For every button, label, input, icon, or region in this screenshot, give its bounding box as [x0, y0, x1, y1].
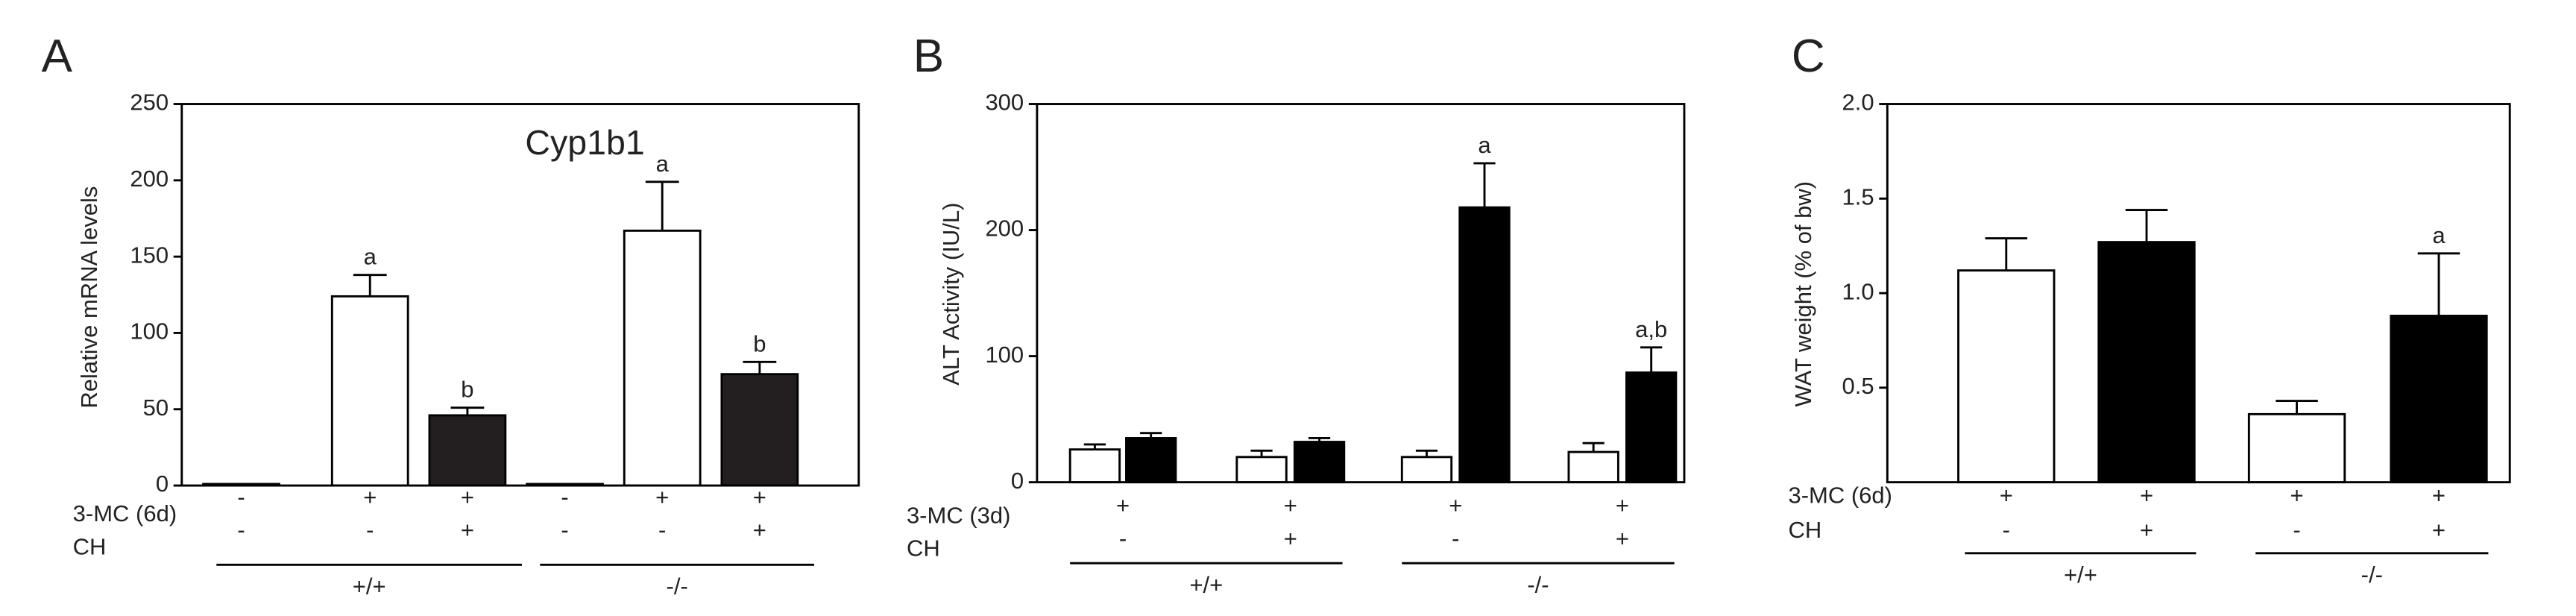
treatment-sign: + — [1284, 525, 1297, 551]
y-tick-label: 100 — [985, 342, 1024, 368]
treatment-sign: + — [461, 484, 474, 510]
treatment-sign: - — [2293, 517, 2300, 543]
significance-label: a — [2432, 222, 2446, 248]
significance-label: a — [1478, 132, 1491, 158]
treatment-sign: - — [366, 517, 374, 543]
treatment-sign: + — [1616, 492, 1629, 518]
treatment-sign: - — [237, 517, 245, 543]
treatment-sign: - — [561, 484, 568, 510]
treatment-sign: - — [1452, 525, 1459, 551]
y-tick-label: 0 — [156, 471, 169, 497]
row-label: CH — [73, 533, 107, 559]
bar — [428, 414, 507, 487]
treatment-sign: + — [1284, 492, 1297, 518]
bar — [720, 373, 799, 487]
treatment-sign: + — [1449, 492, 1462, 518]
bar — [1125, 437, 1177, 484]
bar — [2390, 315, 2488, 484]
treatment-sign: + — [753, 517, 766, 543]
bar — [1293, 441, 1346, 484]
y-tick-label: 200 — [985, 216, 1024, 242]
bar — [2247, 412, 2346, 484]
significance-label: b — [753, 330, 766, 356]
bar — [1458, 206, 1511, 484]
row-label: CH — [907, 535, 940, 562]
treatment-sign: + — [2140, 483, 2153, 509]
y-tick-label: 2.0 — [1842, 89, 1874, 116]
plot-frame — [180, 103, 860, 487]
treatment-sign: + — [1616, 525, 1629, 551]
y-tick-label: 300 — [985, 89, 1024, 116]
treatment-sign: + — [655, 484, 669, 510]
treatment-sign: + — [1116, 492, 1130, 518]
treatment-sign: + — [2432, 483, 2446, 509]
y-tick-label: 1.5 — [1842, 183, 1874, 210]
bar — [623, 229, 702, 487]
row-label: CH — [1788, 517, 1821, 543]
bar — [1625, 371, 1678, 484]
y-axis-label: WAT weight (% of bw) — [1790, 181, 1816, 407]
y-tick-label: 50 — [143, 395, 169, 421]
y-tick-label: 100 — [130, 318, 169, 345]
treatment-sign: + — [2432, 517, 2446, 543]
y-tick-label: 250 — [130, 89, 169, 116]
group-label: +/+ — [353, 573, 386, 600]
y-axis-label: Relative mRNA levels — [76, 186, 102, 409]
y-axis-label: ALT Activity (IU/L) — [938, 203, 964, 386]
treatment-sign: - — [1119, 525, 1127, 551]
significance-label: b — [461, 377, 473, 403]
panel-letter: C — [1792, 31, 1825, 82]
group-label: -/- — [2361, 562, 2383, 588]
bar — [2097, 241, 2196, 484]
plot-frame — [1886, 103, 2511, 484]
bar — [330, 295, 409, 487]
treatment-sign: + — [753, 484, 766, 510]
group-label: -/- — [1527, 571, 1549, 597]
bar — [1400, 456, 1453, 484]
treatment-sign: + — [2000, 483, 2013, 509]
bar — [1957, 269, 2056, 484]
treatment-sign: + — [363, 484, 377, 510]
y-tick-label: 1.0 — [1842, 278, 1874, 304]
row-label: 3-MC (6d) — [1788, 483, 1892, 509]
bar — [1068, 448, 1121, 484]
treatment-sign: - — [237, 484, 245, 510]
plot-frame — [1036, 103, 1686, 484]
treatment-sign: + — [2140, 517, 2153, 543]
treatment-sign: - — [561, 517, 568, 543]
significance-label: a — [656, 151, 670, 177]
panel-letter: B — [913, 31, 944, 82]
treatment-sign: - — [2003, 517, 2010, 543]
bar — [1567, 450, 1619, 484]
treatment-sign: + — [461, 517, 474, 543]
significance-label: a — [364, 244, 377, 270]
y-tick-label: 0 — [1011, 468, 1024, 494]
group-label: +/+ — [2064, 562, 2097, 588]
row-label: 3-MC (3d) — [907, 502, 1011, 528]
chart-title: Cyp1b1 — [525, 123, 644, 162]
significance-label: a,b — [1635, 316, 1667, 342]
panel-letter: A — [42, 31, 73, 82]
bar — [1235, 456, 1288, 484]
treatment-sign: + — [2290, 483, 2303, 509]
group-label: +/+ — [1189, 571, 1223, 597]
y-tick-label: 150 — [130, 242, 169, 268]
row-label: 3-MC (6d) — [73, 500, 177, 527]
treatment-sign: - — [658, 517, 666, 543]
group-label: -/- — [667, 573, 688, 600]
y-tick-label: 0.5 — [1842, 373, 1874, 399]
y-tick-label: 200 — [130, 166, 169, 192]
